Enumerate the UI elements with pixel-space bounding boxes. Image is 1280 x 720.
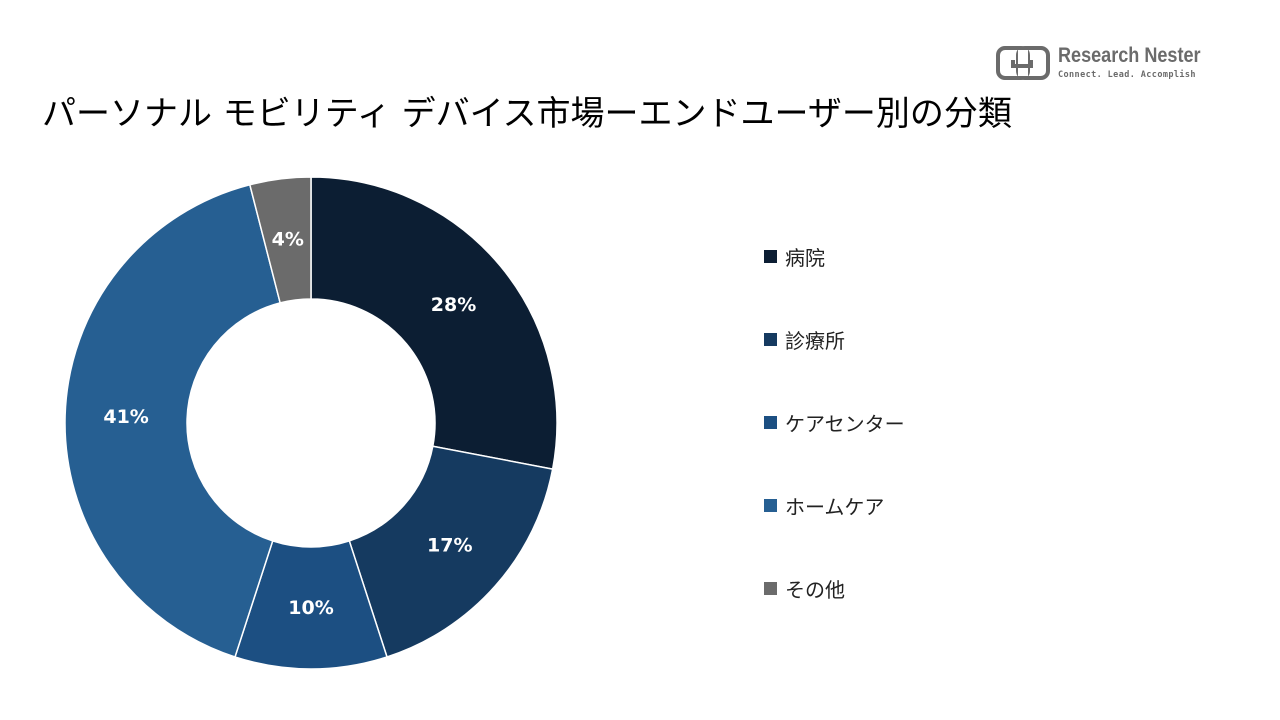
donut-slice-1 (310, 176, 558, 470)
research-nester-logo-icon (996, 46, 1050, 80)
legend-swatch-1 (764, 249, 777, 263)
legend-swatch-2 (764, 332, 777, 346)
legend-item-5: その他 (764, 572, 845, 604)
slice-label-4: 41% (103, 406, 148, 428)
brand-tagline: Connect. Lead. Accomplish (1058, 70, 1196, 80)
slice-label-5: 4% (272, 228, 304, 250)
legend-label-2: 診療所 (785, 328, 845, 353)
page-title: パーソナル モビリティ デバイス市場ーエンドユーザー別の分類 (42, 94, 1012, 134)
donut-slices (64, 176, 558, 670)
legend-item-4: ホームケア (764, 489, 884, 521)
brand-name: Research Nester (1058, 44, 1201, 67)
legend-label-4: ホームケア (785, 494, 885, 519)
legend-item-1: 病院 (764, 240, 825, 272)
slice-label-2: 17% (427, 534, 472, 556)
legend-item-2: 診療所 (764, 323, 845, 355)
slice-label-3: 10% (288, 597, 333, 619)
legend-label-3: ケアセンター (785, 411, 905, 436)
donut-slice-4 (64, 183, 282, 658)
legend-label-1: 病院 (785, 245, 825, 270)
donut-slice-labels: 28% 17% 10% 41% 4% (103, 228, 476, 619)
legend-swatch-4 (764, 498, 777, 512)
legend-label-5: その他 (785, 577, 845, 602)
donut-slice-5 (248, 176, 312, 304)
legend-swatch-5 (764, 581, 777, 595)
legend-item-3: ケアセンター (764, 406, 905, 438)
legend-swatch-3 (764, 415, 777, 429)
donut-chart: 28% 17% 10% 41% 4% (64, 176, 558, 670)
brand-logo: Research Nester Connect. Lead. Accomplis… (996, 44, 1226, 88)
donut-slice-2 (348, 445, 554, 658)
slice-label-1: 28% (431, 294, 476, 316)
